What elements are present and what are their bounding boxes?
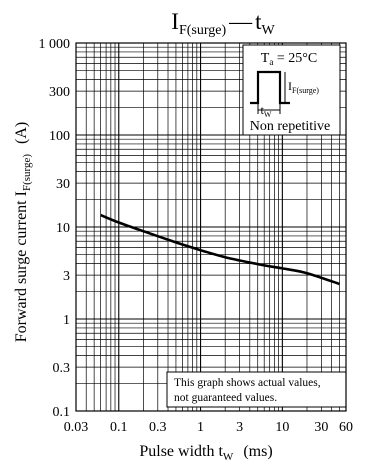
x-axis-label: Pulse width tW (ms) [139, 443, 272, 463]
y-axis-label: Forward surge current IF(surge)(A) [13, 122, 33, 343]
x-tick-label: 3 [236, 420, 243, 435]
pulse-width-label: tW [261, 103, 272, 119]
y-tick-label: 300 [49, 85, 70, 100]
condition-inset: Ta = 25°C IF(surge) tW Non repetitive [242, 44, 341, 136]
grid-lines [76, 43, 346, 411]
series-group [100, 213, 340, 286]
y-tick-label: 1 000 [39, 37, 71, 52]
x-tick-label: 0.03 [64, 420, 89, 435]
y-tick-labels: 0.1 0.3 1 3 10 30 100 300 1 000 [39, 37, 71, 420]
x-tick-label: 0.3 [149, 420, 167, 435]
y-tick-label: 0.1 [53, 405, 71, 420]
plot-frame [75, 42, 347, 412]
disclaimer-box [166, 371, 347, 408]
y-tick-label: 1 [63, 313, 70, 328]
disclaimer-line-1: This graph shows actual values, [174, 377, 321, 389]
condition-text: Ta = 25°C [261, 51, 317, 67]
x-tick-label: 1 [197, 420, 204, 435]
y-tick-label: 100 [49, 129, 70, 144]
disclaimer-line-2: not guaranteed values. [174, 392, 277, 404]
x-tick-label: 10 [275, 420, 289, 435]
series-line [100, 213, 340, 286]
x-tick-label: 30 [314, 420, 328, 435]
y-tick-label: 10 [56, 221, 70, 236]
pulse-shape [250, 70, 290, 105]
pulse-current-label: IF(surge) [288, 79, 319, 95]
non-repetitive-note: Non repetitive [250, 119, 330, 134]
x-tick-label: 0.1 [110, 420, 128, 435]
y-tick-label: 3 [63, 269, 70, 284]
chart-title: IF(surge) — tW [171, 9, 275, 38]
y-tick-label: 30 [56, 177, 70, 192]
x-tick-label: 60 [339, 420, 353, 435]
y-tick-label: 0.3 [53, 361, 71, 376]
condition-inset-box [242, 44, 341, 136]
x-tick-labels: 0.03 0.1 0.3 1 3 10 30 60 [64, 420, 353, 435]
disclaimer-inset: This graph shows actual values, not guar… [166, 371, 347, 408]
